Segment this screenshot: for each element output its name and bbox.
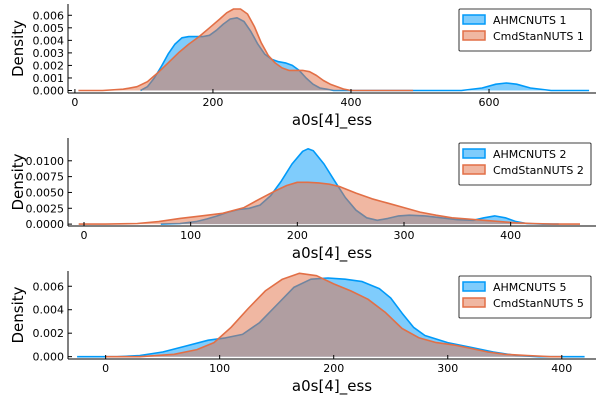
legend-label: AHMCNUTS 2 [493, 148, 566, 161]
x-axis-label: a0s[4]_ess [292, 377, 372, 396]
series-area-2 [78, 9, 414, 91]
legend-swatch [462, 14, 486, 25]
density-panel-3: 0 100 200 300 400 0.000 0.002 0.004 0.006 a0s[4]_… [9, 271, 596, 396]
series-area-2 [105, 273, 562, 357]
legend-box [458, 275, 592, 319]
legend-swatch [462, 281, 486, 292]
legend-label: CmdStanNUTS 5 [493, 297, 584, 310]
y-tick-label: 0.002 [33, 327, 65, 340]
x-tick-label: 200 [323, 362, 344, 375]
x-tick-label: 300 [437, 362, 458, 375]
x-tick-label: 0 [81, 229, 88, 242]
y-tick-label: 0.0000 [26, 218, 65, 231]
legend-swatch [462, 297, 486, 308]
y-tick-label: 0.005 [33, 22, 65, 35]
series-line-1 [140, 17, 590, 92]
x-tick-label: 400 [551, 362, 572, 375]
x-tick-label: 200 [202, 96, 223, 109]
legend-label: CmdStanNUTS 1 [493, 30, 584, 43]
y-tick-label: 0.006 [33, 280, 65, 293]
y-axis-label: Density [9, 286, 27, 343]
y-tick-label: 0.001 [33, 72, 65, 85]
legend: AHMCNUTS 5 CmdStanNUTS 5 [458, 275, 592, 319]
x-axis-label: a0s[4]_ess [292, 244, 372, 263]
y-tick-label: 0.006 [33, 9, 65, 22]
y-tick-label: 0.000 [33, 84, 65, 97]
y-tick-label: 0.004 [33, 304, 65, 317]
x-tick-label: 300 [394, 229, 415, 242]
y-axis-label: Density [9, 20, 27, 77]
y-tick-label: 0.0075 [26, 171, 65, 184]
series-area-2 [78, 182, 580, 225]
series-line-2 [105, 272, 562, 358]
y-axis-label: Density [9, 153, 27, 210]
y-tick-label: 0.0025 [26, 202, 65, 215]
x-tick-label: 100 [180, 229, 201, 242]
y-tick-label: 0.0050 [26, 186, 65, 199]
legend-swatch [462, 148, 486, 159]
y-tick-label: 0.004 [33, 34, 65, 47]
density-panel-2: 0 100 200 300 400 0.0000 0.0025 0.0050 0.0075 0.0… [9, 138, 596, 263]
x-tick-label: 0 [102, 362, 109, 375]
y-tick-label: 0.0100 [26, 155, 65, 168]
legend-label: CmdStanNUTS 2 [493, 164, 584, 177]
legend: AHMCNUTS 1 CmdStanNUTS 1 [458, 8, 592, 52]
x-tick-label: 400 [340, 96, 361, 109]
legend-swatch [462, 164, 486, 175]
x-tick-label: 200 [287, 229, 308, 242]
legend: AHMCNUTS 2 CmdStanNUTS 2 [458, 142, 592, 186]
x-tick-label: 600 [479, 96, 500, 109]
series-line-2 [78, 181, 580, 225]
series-line-2 [78, 8, 414, 92]
y-tick-label: 0.002 [33, 59, 65, 72]
legend-swatch [462, 30, 486, 41]
density-panel-1: 0 200 400 600 0.0000.0010.0020.0030.0040.005… [9, 4, 596, 130]
legend-label: AHMCNUTS 5 [493, 281, 566, 294]
legend-label: AHMCNUTS 1 [493, 14, 566, 27]
y-tick-label: 0.000 [33, 351, 65, 364]
x-tick-label: 100 [209, 362, 230, 375]
y-tick-label: 0.003 [33, 47, 65, 60]
x-axis-label: a0s[4]_ess [292, 111, 372, 130]
series-line-1 [77, 277, 585, 358]
x-tick-label: 400 [500, 229, 521, 242]
x-tick-label: 0 [71, 96, 78, 109]
legend-box [458, 8, 592, 52]
legend-box [458, 142, 592, 186]
